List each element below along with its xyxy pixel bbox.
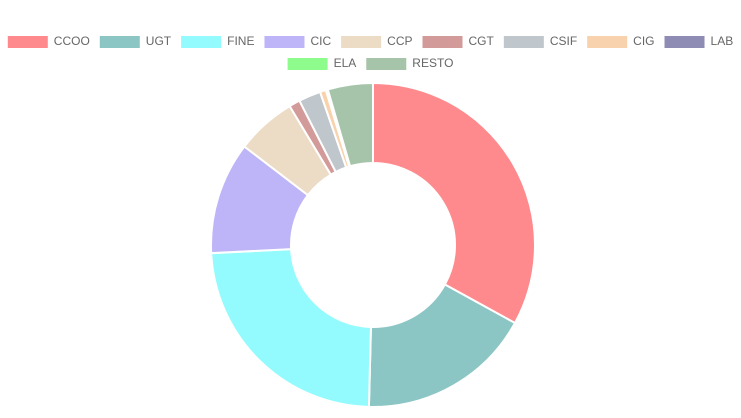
legend-swatch <box>503 36 544 48</box>
legend-swatch <box>7 36 48 48</box>
legend-label: CSIF <box>550 34 577 48</box>
legend-label: ELA <box>334 56 357 70</box>
legend-item: FINE <box>181 34 254 48</box>
legend-label: CIG <box>633 34 654 48</box>
legend-label: UGT <box>146 34 172 48</box>
doughnut-segment <box>326 81 374 168</box>
legend-swatch <box>366 58 407 70</box>
legend-label: CIC <box>310 34 331 48</box>
doughnut-segment <box>210 248 372 408</box>
doughnut-segment <box>367 283 517 408</box>
doughnut-segment <box>372 81 536 325</box>
legend-swatch <box>99 36 140 48</box>
legend-swatch <box>287 58 328 70</box>
legend-swatch <box>422 36 463 48</box>
legend-item: CCOO <box>7 34 90 48</box>
legend-label: CGT <box>468 34 494 48</box>
legend-label: RESTO <box>412 56 453 70</box>
legend-item: ELA <box>287 56 357 70</box>
legend-item: CCP <box>341 34 412 48</box>
legend-item: LAB <box>664 34 734 48</box>
legend-swatch <box>587 36 628 48</box>
legend-label: LAB <box>711 34 734 48</box>
legend-swatch <box>664 36 705 48</box>
legend-item: UGT <box>99 34 172 48</box>
legend-label: CCOO <box>54 34 90 48</box>
legend-label: CCP <box>387 34 412 48</box>
legend-item: CSIF <box>503 34 577 48</box>
legend-label: FINE <box>227 34 254 48</box>
legend-swatch <box>341 36 382 48</box>
legend-swatch <box>181 36 222 48</box>
legend-item: RESTO <box>366 56 453 70</box>
legend-item: CIG <box>587 34 655 48</box>
legend-item: CGT <box>422 34 494 48</box>
legend-item: CIC <box>264 34 331 48</box>
legend-swatch <box>264 36 305 48</box>
